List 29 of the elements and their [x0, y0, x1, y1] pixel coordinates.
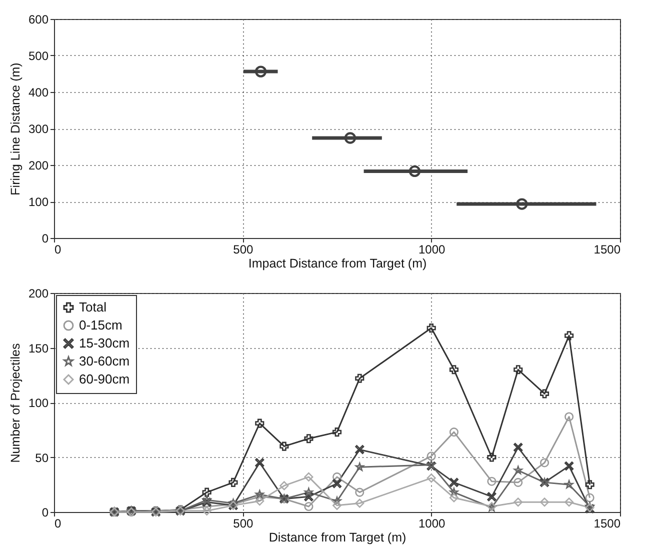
y-tick-label: 200	[28, 158, 49, 172]
y-axis-title: Firing Line Distance (m)	[8, 62, 22, 196]
legend-label: 60-90cm	[79, 372, 130, 386]
x-tick-label: 1000	[418, 242, 446, 256]
x-tick-label: 1000	[418, 516, 446, 530]
y-tick-label: 0	[42, 506, 49, 520]
y-tick-label: 100	[28, 396, 49, 410]
y-tick-label: 200	[28, 286, 49, 300]
x-tick-label: 500	[233, 242, 254, 256]
legend-label: 15-30cm	[79, 336, 130, 350]
y-tick-label: 300	[28, 122, 49, 136]
y-tick-label: 500	[28, 49, 49, 63]
y-tick-label: 50	[35, 450, 49, 465]
y-tick-label: 0	[42, 232, 49, 246]
y-tick-label: 100	[28, 195, 49, 209]
x-axis-title: Distance from Target (m)	[268, 530, 406, 544]
y-tick-label: 600	[28, 12, 49, 26]
legend-label: 30-60cm	[79, 354, 130, 368]
x-tick-label: 500	[233, 516, 254, 530]
x-tick-label: 1500	[594, 242, 621, 256]
x-tick-label: 0	[54, 242, 62, 256]
y-tick-label: 150	[28, 341, 49, 356]
x-tick-label: 0	[54, 516, 62, 530]
x-tick-label: 1500	[594, 516, 621, 530]
legend-label: 0-15cm	[79, 318, 122, 332]
y-tick-label: 400	[28, 86, 49, 100]
y-axis-title: Number of Projectiles	[8, 343, 22, 463]
x-axis-title: Impact Distance from Target (m)	[248, 256, 427, 270]
legend-label: Total	[79, 300, 107, 314]
